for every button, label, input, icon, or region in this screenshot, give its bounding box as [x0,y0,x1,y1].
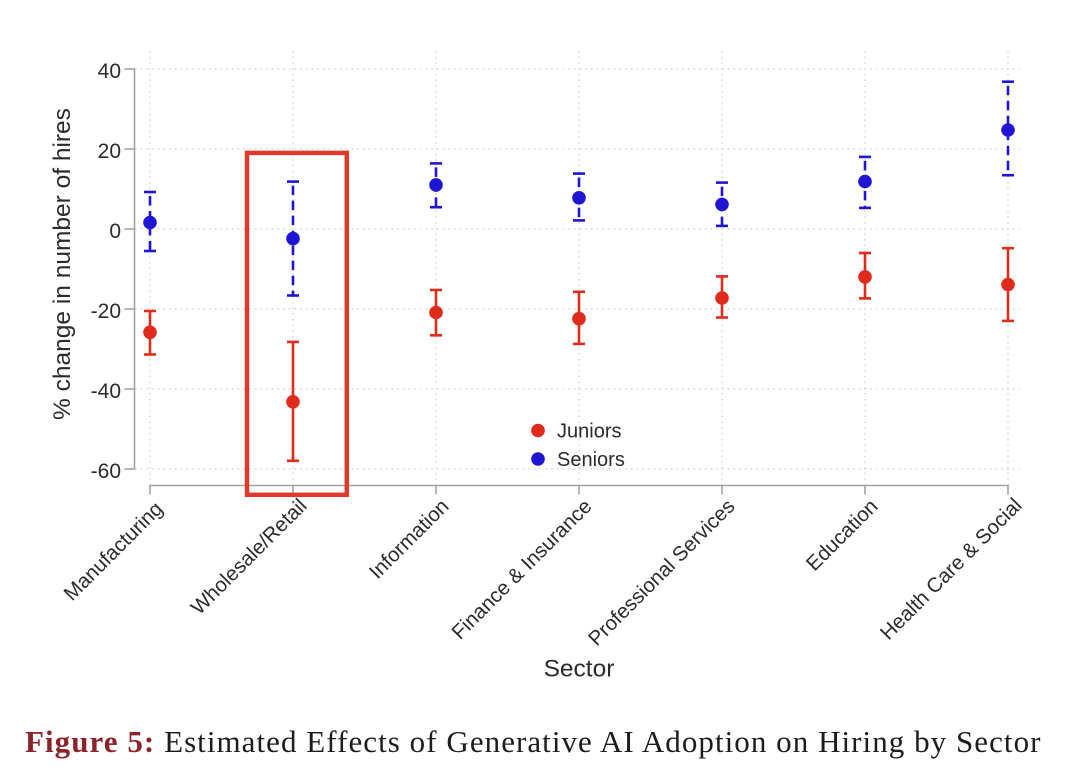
svg-text:% change in number of hires: % change in number of hires [49,108,76,420]
svg-text:Manufacturing: Manufacturing [59,497,167,605]
svg-text:Sector: Sector [544,656,615,683]
svg-text:Finance & Insurance: Finance & Insurance [447,495,596,644]
svg-text:-60: -60 [91,460,121,483]
svg-text:-20: -20 [91,300,121,323]
svg-text:Wholesale/Retail: Wholesale/Retail [186,494,311,619]
svg-text:Seniors: Seniors [557,449,625,471]
svg-text:40: 40 [98,60,121,83]
svg-text:Education: Education [802,495,883,576]
svg-text:0: 0 [109,220,121,243]
svg-text:20: 20 [98,140,121,163]
svg-text:Health Care & Social: Health Care & Social [876,494,1027,645]
svg-text:Information: Information [365,495,454,584]
svg-text:Professional Services: Professional Services [584,495,740,651]
svg-text:Juniors: Juniors [557,421,621,443]
svg-text:-40: -40 [91,380,121,403]
